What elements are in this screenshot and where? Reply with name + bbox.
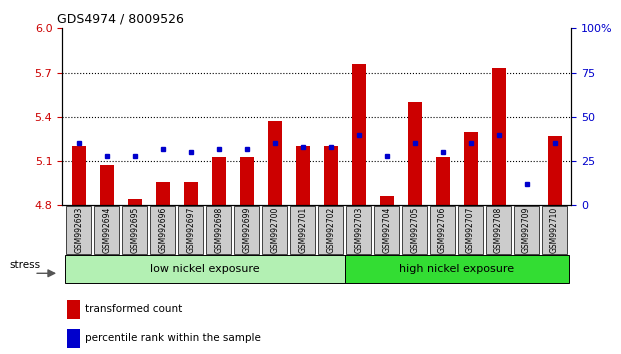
Text: low nickel exposure: low nickel exposure <box>150 264 260 274</box>
Bar <box>212 157 226 205</box>
Bar <box>345 255 568 283</box>
Bar <box>407 102 422 205</box>
FancyBboxPatch shape <box>318 206 343 254</box>
Text: GSM992709: GSM992709 <box>522 207 531 253</box>
Text: GSM992706: GSM992706 <box>438 207 447 253</box>
Text: high nickel exposure: high nickel exposure <box>399 264 514 274</box>
FancyBboxPatch shape <box>94 206 119 254</box>
Bar <box>268 121 282 205</box>
Text: GSM992696: GSM992696 <box>158 207 167 253</box>
Bar <box>128 199 142 205</box>
Text: GSM992704: GSM992704 <box>382 207 391 253</box>
Text: GSM992700: GSM992700 <box>270 207 279 253</box>
Bar <box>240 157 254 205</box>
Bar <box>67 329 80 348</box>
FancyBboxPatch shape <box>122 206 147 254</box>
Bar <box>67 300 80 319</box>
Text: percentile rank within the sample: percentile rank within the sample <box>85 333 261 343</box>
FancyBboxPatch shape <box>402 206 427 254</box>
Text: GSM992699: GSM992699 <box>242 207 252 253</box>
Text: GSM992702: GSM992702 <box>326 207 335 253</box>
FancyBboxPatch shape <box>458 206 483 254</box>
FancyBboxPatch shape <box>178 206 204 254</box>
FancyBboxPatch shape <box>514 206 539 254</box>
Text: GSM992695: GSM992695 <box>130 207 139 253</box>
Text: GSM992693: GSM992693 <box>75 207 83 253</box>
FancyBboxPatch shape <box>206 206 232 254</box>
FancyBboxPatch shape <box>150 206 175 254</box>
Text: GSM992705: GSM992705 <box>410 207 419 253</box>
Text: GDS4974 / 8009526: GDS4974 / 8009526 <box>57 13 184 26</box>
Bar <box>548 136 561 205</box>
Bar <box>351 64 366 205</box>
Bar <box>156 182 170 205</box>
Bar <box>72 146 86 205</box>
FancyBboxPatch shape <box>542 206 567 254</box>
FancyBboxPatch shape <box>430 206 455 254</box>
Text: GSM992697: GSM992697 <box>186 207 195 253</box>
Bar <box>296 146 310 205</box>
FancyBboxPatch shape <box>346 206 371 254</box>
Bar <box>464 132 478 205</box>
FancyBboxPatch shape <box>374 206 399 254</box>
Bar <box>100 166 114 205</box>
Text: GSM992708: GSM992708 <box>494 207 503 253</box>
Bar <box>492 68 505 205</box>
FancyBboxPatch shape <box>486 206 511 254</box>
Bar <box>65 255 345 283</box>
Bar <box>435 157 450 205</box>
Text: GSM992694: GSM992694 <box>102 207 111 253</box>
FancyBboxPatch shape <box>290 206 315 254</box>
Text: GSM992707: GSM992707 <box>466 207 475 253</box>
FancyBboxPatch shape <box>66 206 91 254</box>
Bar <box>379 196 394 205</box>
FancyBboxPatch shape <box>262 206 288 254</box>
Text: transformed count: transformed count <box>85 304 183 314</box>
Text: GSM992701: GSM992701 <box>298 207 307 253</box>
Text: GSM992710: GSM992710 <box>550 207 559 253</box>
FancyBboxPatch shape <box>234 206 260 254</box>
Bar <box>324 146 338 205</box>
Bar <box>184 182 198 205</box>
Text: GSM992703: GSM992703 <box>354 207 363 253</box>
Text: stress: stress <box>9 260 40 270</box>
Text: GSM992698: GSM992698 <box>214 207 224 253</box>
